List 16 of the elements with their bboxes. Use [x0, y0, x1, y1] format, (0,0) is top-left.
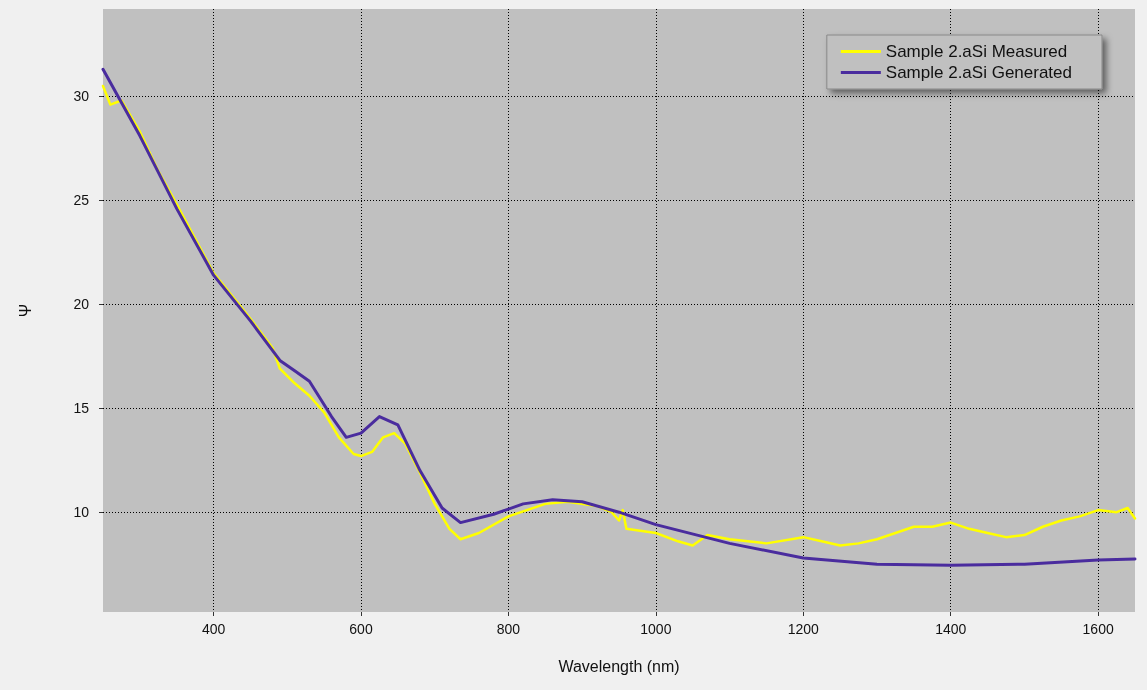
y-tick-label: 30 — [73, 88, 90, 105]
x-tick-label: 800 — [496, 621, 521, 637]
x-tick-label: 1400 — [935, 621, 967, 637]
x-tick-label: 600 — [349, 621, 373, 637]
y-tick-label: 10 — [73, 504, 90, 521]
legend-label: Sample 2.aSi Measured — [885, 42, 1068, 61]
y-tick-label: 15 — [73, 400, 90, 417]
legend-label: Sample 2.aSi Generated — [885, 63, 1072, 82]
y-tick-label: 25 — [73, 192, 90, 209]
y-axis-title: Ψ — [16, 303, 34, 318]
x-tick-label: 1000 — [640, 621, 672, 637]
x-tick-label: 1600 — [1082, 621, 1114, 637]
x-axis-title: Wavelength (nm) — [558, 657, 680, 675]
y-tick-label: 20 — [73, 296, 90, 313]
x-tick-label: 400 — [201, 621, 226, 637]
x-tick-label: 1200 — [787, 621, 820, 637]
